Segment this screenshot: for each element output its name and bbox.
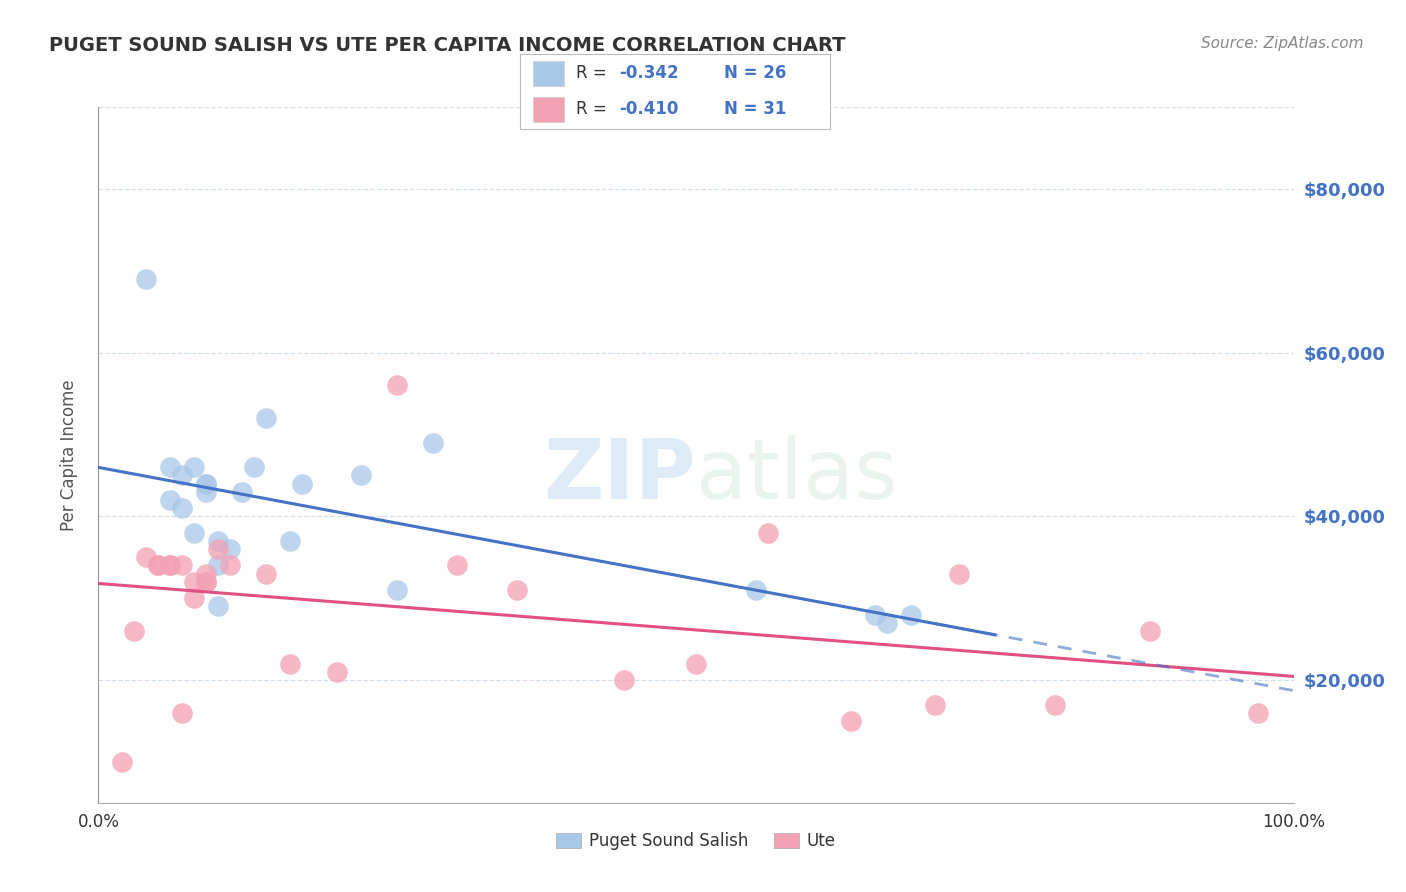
Y-axis label: Per Capita Income: Per Capita Income [59, 379, 77, 531]
Point [350, 468, 373, 483]
Point [194, 566, 217, 581]
Point [194, 476, 217, 491]
Point [135, 550, 157, 565]
Point [219, 542, 242, 557]
Text: ZIP: ZIP [544, 435, 696, 516]
Point [207, 542, 229, 557]
Point [326, 665, 349, 679]
Point [172, 501, 194, 516]
Point [446, 558, 468, 573]
Text: -0.342: -0.342 [619, 64, 679, 82]
Point [745, 582, 768, 597]
Point [613, 673, 636, 687]
Point [863, 607, 886, 622]
Point [385, 582, 409, 597]
Text: Source: ZipAtlas.com: Source: ZipAtlas.com [1201, 36, 1364, 51]
Point [231, 484, 253, 499]
Point [278, 657, 301, 671]
Point [172, 706, 194, 720]
Text: PUGET SOUND SALISH VS UTE PER CAPITA INCOME CORRELATION CHART: PUGET SOUND SALISH VS UTE PER CAPITA INC… [49, 36, 846, 54]
Point [254, 566, 277, 581]
Point [194, 574, 217, 589]
Point [422, 435, 444, 450]
Point [506, 582, 529, 597]
Point [243, 460, 266, 475]
Point [172, 468, 194, 483]
Point [924, 698, 946, 712]
Point [159, 492, 181, 507]
Text: N = 31: N = 31 [724, 100, 787, 118]
Text: atlas: atlas [696, 435, 897, 516]
Point [1246, 706, 1268, 720]
Point [183, 591, 205, 606]
Point [183, 525, 205, 540]
Point [172, 558, 194, 573]
Point [254, 411, 277, 425]
Point [219, 558, 242, 573]
Point [685, 657, 707, 671]
Point [839, 714, 862, 728]
Point [159, 558, 181, 573]
Point [207, 599, 229, 614]
Point [135, 272, 157, 286]
Point [159, 558, 181, 573]
Point [183, 460, 205, 475]
Legend: Puget Sound Salish, Ute: Puget Sound Salish, Ute [550, 826, 842, 857]
Point [111, 755, 134, 769]
Point [385, 378, 409, 392]
Point [159, 460, 181, 475]
Point [1139, 624, 1161, 638]
Point [278, 533, 301, 548]
Point [148, 558, 170, 573]
Point [148, 558, 170, 573]
Point [207, 533, 229, 548]
Point [183, 574, 205, 589]
Point [207, 558, 229, 573]
Point [1043, 698, 1066, 712]
Point [194, 484, 217, 499]
Point [948, 566, 970, 581]
Point [876, 615, 898, 630]
Point [290, 476, 312, 491]
FancyBboxPatch shape [533, 96, 564, 122]
Point [194, 476, 217, 491]
FancyBboxPatch shape [533, 62, 564, 87]
Point [900, 607, 922, 622]
Text: -0.410: -0.410 [619, 100, 679, 118]
Point [194, 574, 217, 589]
Text: N = 26: N = 26 [724, 64, 787, 82]
Text: R =: R = [576, 100, 606, 118]
Point [756, 525, 779, 540]
Point [124, 624, 146, 638]
Text: R =: R = [576, 64, 606, 82]
